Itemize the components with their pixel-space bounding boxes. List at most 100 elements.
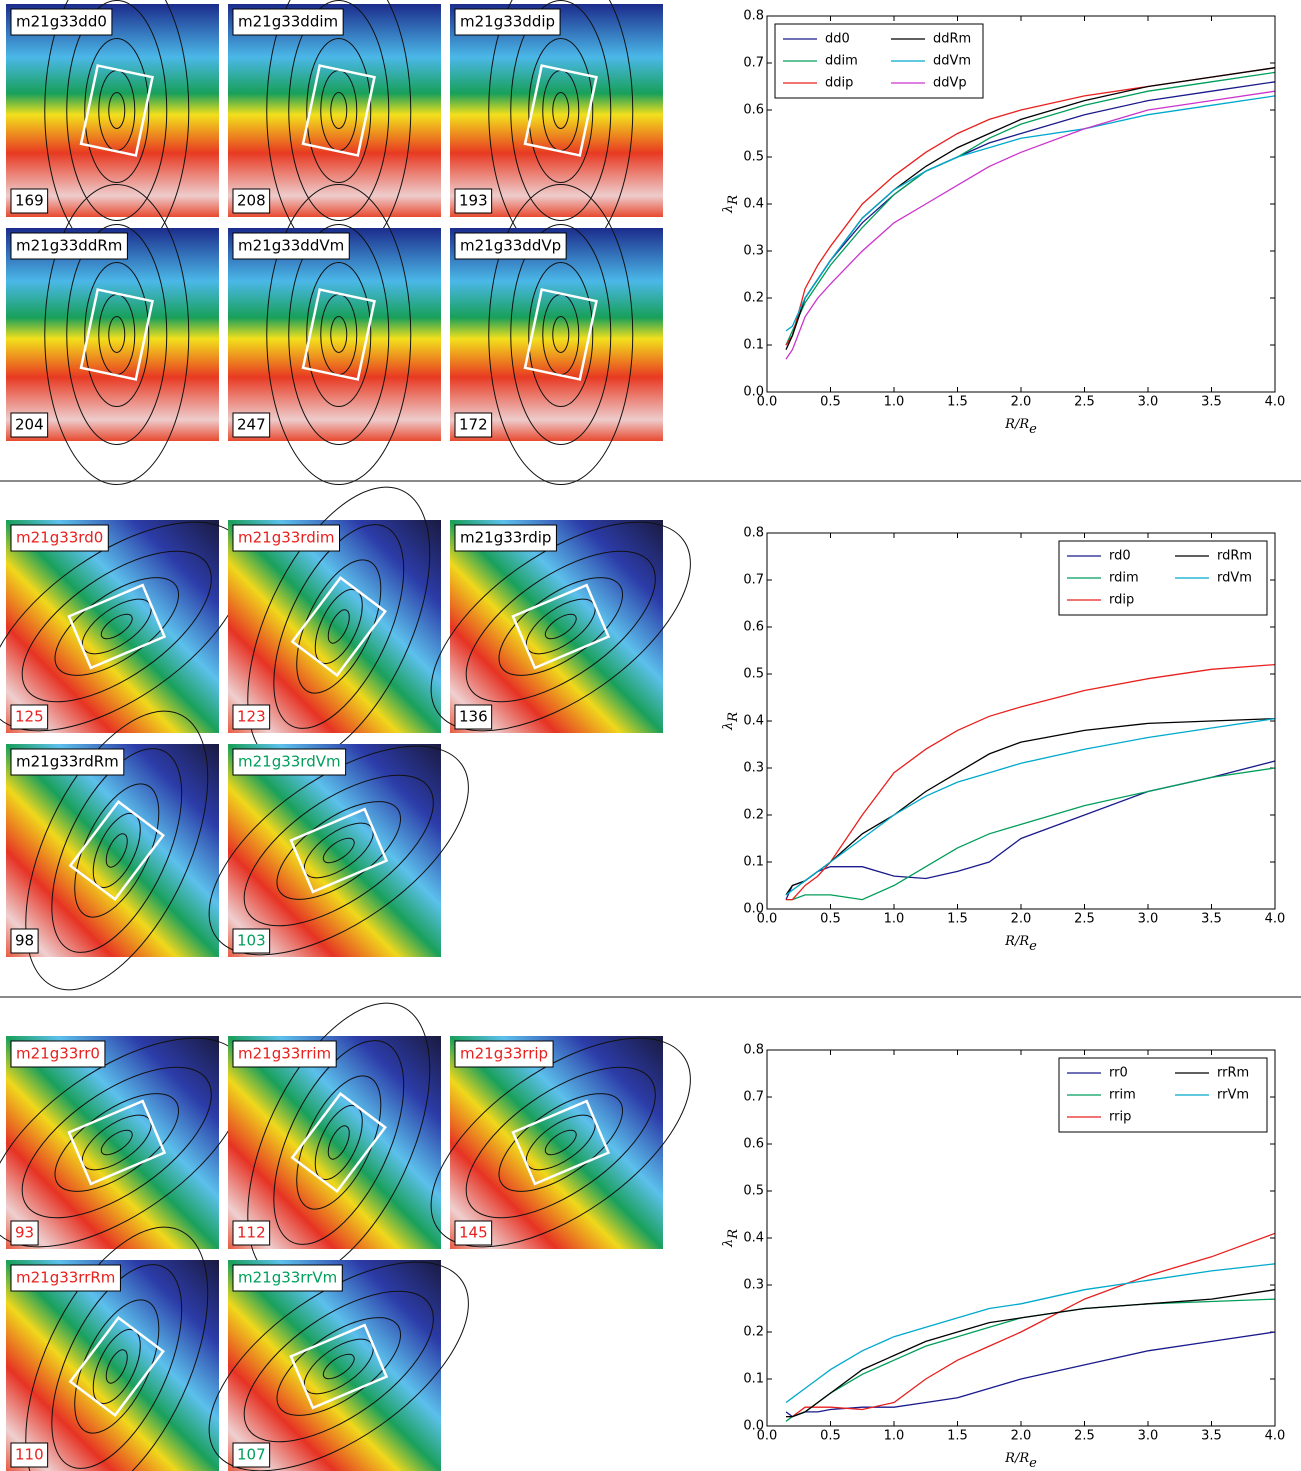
isophote-contour — [296, 559, 382, 694]
velocity-map — [228, 1036, 441, 1249]
isophote-contour — [465, 1066, 656, 1219]
y-tick-label: 0.7 — [743, 1090, 764, 1105]
x-tick-label: 2.5 — [1074, 395, 1095, 410]
legend-label: rrip — [1109, 1110, 1131, 1125]
series-line — [785, 67, 1276, 346]
isophote-contour — [208, 745, 469, 956]
isophote-contour — [108, 92, 126, 129]
plot-frame — [766, 532, 1276, 910]
velocity-map — [228, 1260, 441, 1471]
y-axis-label-sub: R — [726, 1229, 741, 1240]
series-line — [785, 760, 1276, 900]
map-name: m21g33ddRm — [16, 237, 122, 255]
series-line — [785, 717, 1276, 896]
isophote-contour — [430, 1037, 691, 1248]
isophote-contour — [276, 801, 402, 900]
x-tick-label: 0.5 — [820, 912, 841, 927]
isophote-contour — [21, 550, 212, 703]
velocity-map — [6, 1260, 219, 1471]
aperture-box — [511, 583, 611, 670]
legend-label: rdRm — [1217, 549, 1252, 564]
series-line — [785, 1331, 1276, 1418]
map-value: 193 — [459, 192, 488, 210]
x-axis-label: R/Re — [1004, 934, 1037, 954]
series-line — [786, 663, 1276, 901]
series-line — [785, 1263, 1276, 1404]
series-line — [786, 767, 1276, 901]
x-tick-label: 1.5 — [947, 1429, 968, 1444]
map-tile: m21g33rdim 123 — [228, 486, 441, 767]
isophote-contour — [266, 184, 412, 485]
label-box — [10, 928, 39, 954]
label-box — [454, 232, 567, 260]
aperture-box — [68, 799, 165, 902]
map-tile: m21g33rr0 93 — [0, 1036, 247, 1249]
map-name: m21g33rrim — [238, 1045, 331, 1063]
isophote-contour — [330, 92, 348, 129]
velocity-map — [450, 520, 663, 733]
aperture-box — [523, 288, 598, 381]
isophote-contour — [544, 1129, 577, 1156]
aperture-box — [290, 1091, 387, 1194]
velocity-map — [6, 228, 219, 441]
aperture-box — [301, 64, 376, 157]
map-value: 93 — [15, 1224, 34, 1242]
x-tick-label: 0.5 — [820, 1429, 841, 1444]
y-tick-label: 0.3 — [743, 1278, 764, 1293]
plot-frame — [766, 1049, 1276, 1427]
aperture-box — [79, 288, 154, 381]
velocity-map — [228, 744, 441, 957]
label-box — [10, 232, 128, 260]
y-axis-label-symbol: λ — [721, 1239, 736, 1248]
map-value: 247 — [237, 416, 266, 434]
isophote-contour — [100, 1129, 133, 1156]
y-tick-label: 0.6 — [743, 1137, 764, 1152]
isophote-contour — [44, 184, 190, 485]
label-box — [10, 188, 49, 214]
x-tick-label: 4.0 — [1265, 1429, 1286, 1444]
isophote-contour — [243, 1290, 434, 1443]
map-value: 145 — [459, 1224, 488, 1242]
label-box — [454, 704, 493, 730]
y-tick-label: 0.1 — [743, 338, 764, 353]
map-value: 112 — [237, 1224, 266, 1242]
isophote-contour — [51, 1264, 183, 1469]
label-box — [454, 188, 493, 214]
isophote-contour — [105, 833, 128, 868]
x-tick-label: 2.5 — [1074, 912, 1095, 927]
label-box — [232, 232, 350, 260]
velocity-map — [450, 228, 663, 441]
label-box — [232, 188, 271, 214]
isophote-contour — [66, 224, 168, 445]
isophote-contour — [273, 1040, 405, 1245]
series-line — [785, 95, 1276, 332]
isophote-contour — [330, 316, 348, 353]
series-line — [785, 90, 1276, 360]
legend-label: rr0 — [1109, 1066, 1128, 1081]
map-tile: m21g33rdVm 103 — [208, 744, 469, 957]
x-tick-label: 3.0 — [1138, 1429, 1159, 1444]
label-box — [454, 1220, 493, 1246]
x-tick-label: 1.5 — [947, 395, 968, 410]
x-tick-label: 0.5 — [820, 395, 841, 410]
y-tick-label: 0.2 — [743, 291, 764, 306]
map-name: m21g33dd0 — [16, 13, 107, 31]
map-name: m21g33ddVm — [238, 237, 344, 255]
y-tick-label: 0.6 — [743, 103, 764, 118]
aperture-box — [511, 1099, 611, 1186]
y-tick-label: 0.3 — [743, 244, 764, 259]
label-box — [10, 8, 113, 36]
x-tick-label: 3.5 — [1201, 912, 1222, 927]
x-tick-label: 1.0 — [884, 1429, 905, 1444]
y-tick-label: 0.3 — [743, 761, 764, 776]
map-value: 110 — [15, 1446, 44, 1464]
map-tile: m21g33ddVm 247 — [228, 184, 441, 485]
label-box — [10, 704, 49, 730]
y-tick-label: 0.8 — [743, 9, 764, 24]
isophote-contour — [105, 1349, 128, 1384]
isophote-contour — [498, 1093, 624, 1192]
map-tile: m21g33ddRm 204 — [6, 184, 219, 485]
label-box — [232, 748, 347, 776]
aperture-box — [301, 288, 376, 381]
map-name: m21g33ddim — [238, 13, 338, 31]
